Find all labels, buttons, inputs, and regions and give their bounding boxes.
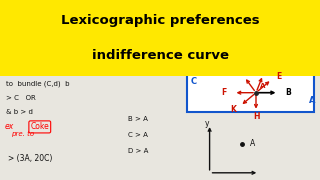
Text: D > A: D > A [128,148,148,154]
Text: ex: ex [5,122,14,131]
Text: Coke: Coke [30,122,49,131]
Text: B > A: B > A [128,116,148,122]
Text: y: y [205,119,209,128]
Text: A: A [260,83,266,89]
Text: to  bundle (C,d)  b: to bundle (C,d) b [6,80,70,87]
Text: C > A: C > A [128,132,148,138]
Text: & b > d: & b > d [6,109,33,116]
Text: A: A [309,96,315,105]
Text: B: B [285,88,291,97]
Text: K: K [230,105,236,114]
FancyBboxPatch shape [187,74,314,112]
Text: H: H [253,112,259,121]
Text: C: C [190,77,196,86]
Text: > (3A, 20C): > (3A, 20C) [8,154,52,163]
Text: pre. to: pre. to [11,131,34,137]
Text: A: A [250,140,255,148]
Text: E: E [276,72,281,81]
Text: F: F [221,88,227,97]
Text: indifference curve: indifference curve [92,49,228,62]
FancyBboxPatch shape [0,0,320,76]
Text: Lexicographic preferences: Lexicographic preferences [61,14,259,27]
Text: > C   OR: > C OR [6,95,36,101]
